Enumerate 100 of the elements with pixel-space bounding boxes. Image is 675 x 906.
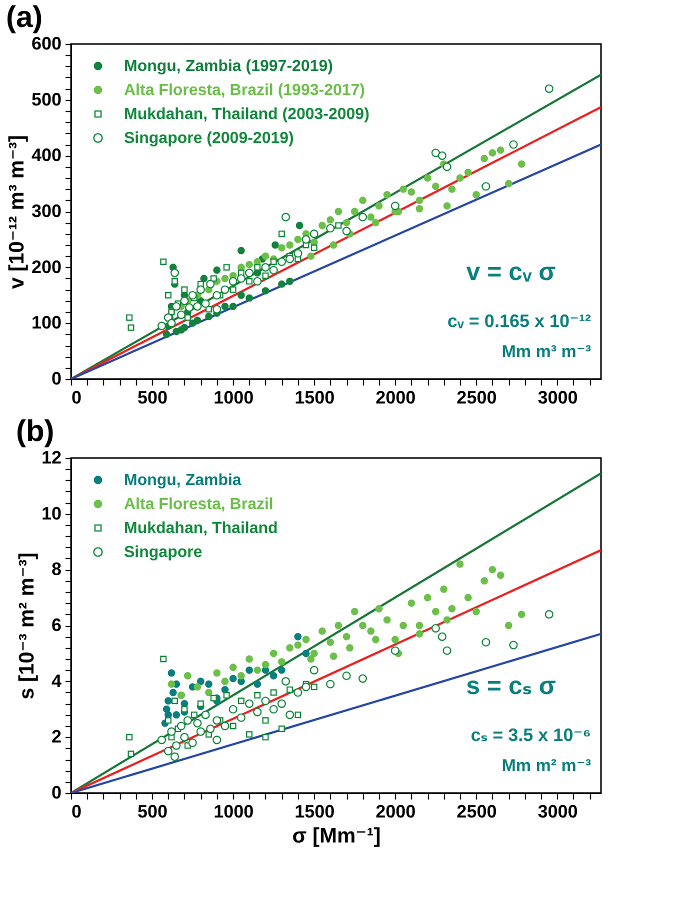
point [184,314,191,321]
point [262,272,269,279]
point [180,732,189,742]
point [310,666,318,674]
point [416,196,424,204]
point [400,622,407,630]
legend-label: Mukdahan, Thailand (2003-2009) [124,106,370,123]
point [162,330,170,338]
point [270,672,278,680]
x-tick-label: 1500 [294,802,335,822]
legend-label: Mukdahan, Thailand [124,520,278,537]
point [254,680,262,688]
point [330,241,338,249]
point [318,222,326,230]
point [294,236,302,244]
point [230,722,236,730]
point [190,712,198,718]
point [326,680,335,688]
point [509,640,518,650]
point [424,594,432,602]
point [496,572,504,579]
point [504,180,512,188]
point [213,669,221,677]
point [176,722,186,730]
point [431,148,440,158]
point [236,713,246,722]
point [246,666,253,674]
point [262,287,270,294]
point [342,218,350,226]
point [220,722,230,730]
x-tick-label: 3000 [538,388,578,408]
point [157,322,166,330]
point [165,717,172,724]
point [346,644,354,652]
x-tick-label: 1500 [294,388,335,408]
point [246,655,253,663]
point [196,727,205,736]
point [278,244,286,252]
point [160,656,167,662]
point [330,652,338,660]
point [307,252,315,260]
point [167,727,176,736]
point [342,226,351,236]
y-tick-label: 6 [51,615,62,635]
point [206,724,215,734]
point [408,599,416,607]
point [176,310,186,320]
point [448,605,456,612]
point [183,716,192,725]
point [496,146,504,154]
point [372,636,380,644]
x-tick-label: 3000 [538,802,578,822]
point [180,296,189,306]
point [253,708,262,716]
y-tick-label: 100 [31,312,62,333]
point [391,636,399,644]
point [432,608,440,616]
point [244,699,254,708]
point [172,711,180,719]
x-axis-title: σ [Mm⁻¹] [292,824,381,848]
point [443,616,451,624]
point [228,276,238,286]
point [246,278,253,285]
point [230,286,236,293]
point [335,222,342,229]
point [261,696,270,706]
point [126,314,133,321]
point [167,318,176,328]
point [212,290,222,300]
point [262,660,270,668]
point [390,202,400,210]
y-tick-label: 0 [51,782,62,802]
point [172,302,181,311]
point [310,684,318,690]
point [358,674,368,683]
y-tick-label: 200 [31,256,62,277]
point [375,202,383,210]
point [518,610,526,618]
point [200,274,208,282]
point [181,706,188,712]
point [294,688,302,697]
point [171,278,178,285]
point [164,697,172,705]
point [213,266,221,274]
point [294,641,302,649]
point [197,700,204,707]
point [229,674,237,682]
legend-label: Alta Floresta, Brazil [124,496,274,513]
point [442,646,452,655]
point [237,246,245,254]
point [228,704,238,714]
point [261,263,270,272]
point [310,650,318,658]
point [350,608,358,616]
point [442,162,452,172]
point [294,632,302,640]
point [544,84,554,93]
point [359,196,366,204]
point [278,280,286,288]
point [244,268,254,278]
